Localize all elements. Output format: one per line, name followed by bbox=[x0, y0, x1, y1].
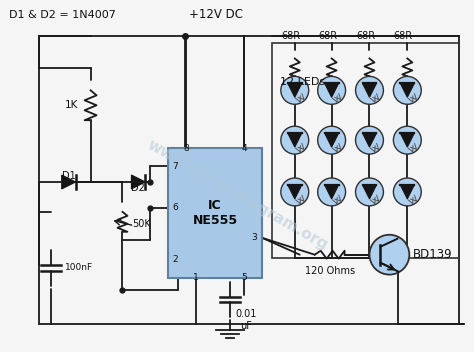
Polygon shape bbox=[288, 83, 302, 97]
Text: 4: 4 bbox=[241, 144, 247, 153]
Polygon shape bbox=[363, 185, 376, 199]
Polygon shape bbox=[363, 133, 376, 147]
Text: 50K: 50K bbox=[132, 219, 151, 229]
Polygon shape bbox=[62, 175, 76, 189]
Circle shape bbox=[281, 126, 309, 154]
Circle shape bbox=[393, 126, 421, 154]
Text: 0.01
uF: 0.01 uF bbox=[235, 309, 256, 331]
Text: 100nF: 100nF bbox=[64, 263, 93, 272]
Bar bbox=[272, 43, 459, 258]
Text: 120 Ohms: 120 Ohms bbox=[305, 266, 355, 276]
Text: 12 LEDs: 12 LEDs bbox=[280, 77, 325, 87]
Text: 8: 8 bbox=[183, 144, 189, 153]
Circle shape bbox=[356, 126, 383, 154]
Text: 68R: 68R bbox=[394, 31, 413, 40]
Text: D2: D2 bbox=[131, 183, 146, 193]
Polygon shape bbox=[401, 185, 414, 199]
Text: BD139: BD139 bbox=[413, 248, 453, 261]
Circle shape bbox=[369, 235, 410, 275]
Polygon shape bbox=[401, 133, 414, 147]
Text: 3: 3 bbox=[251, 233, 257, 242]
Polygon shape bbox=[325, 83, 338, 97]
Text: 6: 6 bbox=[172, 203, 178, 212]
Text: D1: D1 bbox=[62, 171, 75, 181]
Polygon shape bbox=[288, 133, 302, 147]
Text: +12V DC: +12V DC bbox=[189, 8, 243, 21]
Circle shape bbox=[318, 178, 346, 206]
Text: IC
NE555: IC NE555 bbox=[192, 199, 237, 227]
Bar bbox=[168, 148, 262, 278]
Text: D1 & D2 = 1N4007: D1 & D2 = 1N4007 bbox=[9, 10, 116, 20]
Text: 68R: 68R bbox=[281, 31, 301, 40]
Text: www.circuitdiagram.org: www.circuitdiagram.org bbox=[144, 137, 330, 253]
Polygon shape bbox=[401, 83, 414, 97]
Circle shape bbox=[281, 76, 309, 104]
Polygon shape bbox=[325, 133, 338, 147]
Circle shape bbox=[356, 76, 383, 104]
Text: 7: 7 bbox=[172, 162, 178, 170]
Text: 68R: 68R bbox=[356, 31, 375, 40]
Text: 1: 1 bbox=[193, 272, 199, 282]
Circle shape bbox=[281, 178, 309, 206]
Text: 68R: 68R bbox=[318, 31, 337, 40]
Polygon shape bbox=[363, 83, 376, 97]
Polygon shape bbox=[131, 175, 146, 189]
Text: 1K: 1K bbox=[65, 100, 79, 110]
Polygon shape bbox=[325, 185, 338, 199]
Circle shape bbox=[393, 76, 421, 104]
Circle shape bbox=[318, 76, 346, 104]
Text: 5: 5 bbox=[241, 272, 247, 282]
Text: 2: 2 bbox=[172, 255, 178, 264]
Circle shape bbox=[318, 126, 346, 154]
Polygon shape bbox=[288, 185, 302, 199]
Circle shape bbox=[356, 178, 383, 206]
Circle shape bbox=[393, 178, 421, 206]
